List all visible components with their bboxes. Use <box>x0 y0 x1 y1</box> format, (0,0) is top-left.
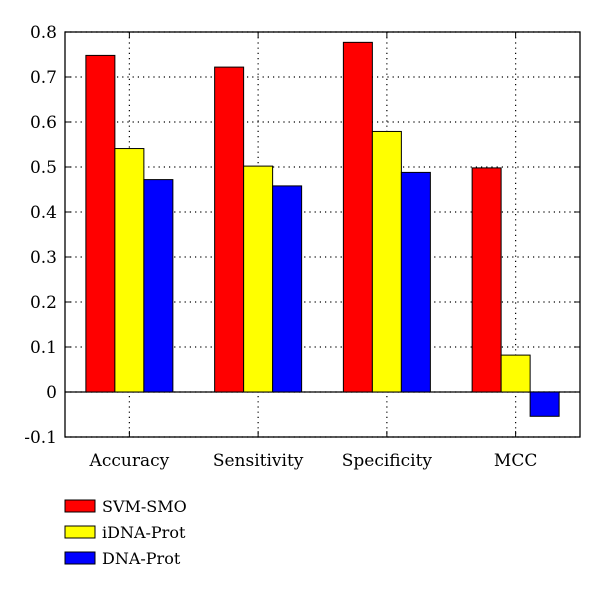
bar-dna-prot-sensitivity <box>272 185 303 393</box>
bar-dna-prot-mcc <box>529 391 560 417</box>
x-axis-ticks: Accuracy Sensitivity Specificity MCC <box>89 32 537 471</box>
plot-frame <box>64 31 581 438</box>
bar-idna-prot-specificity <box>371 130 402 393</box>
legend-swatch-svm-smo <box>64 499 96 513</box>
legend: SVM-SMO iDNA-Prot DNA-Prot <box>64 497 187 568</box>
bars <box>85 41 560 417</box>
bar-dna-prot-specificity <box>400 171 431 393</box>
x-tick-label: Accuracy <box>89 451 170 471</box>
bar-svm-smo-specificity <box>342 41 373 393</box>
y-tick-label: 0.1 <box>30 338 57 358</box>
bar-idna-prot-mcc <box>500 354 531 393</box>
bar-svm-smo-mcc <box>471 167 502 393</box>
legend-label: DNA-Prot <box>102 549 181 568</box>
x-tick-label: Sensitivity <box>213 451 304 471</box>
bar-idna-prot-accuracy <box>114 148 145 393</box>
x-tick-label: Specificity <box>342 451 433 471</box>
legend-label: SVM-SMO <box>102 497 187 516</box>
y-tick-label: 0.7 <box>30 68 57 88</box>
y-tick-label: 0 <box>46 383 57 403</box>
legend-label: iDNA-Prot <box>102 523 186 542</box>
bar-dna-prot-accuracy <box>143 179 174 393</box>
y-tick-label: 0.6 <box>30 113 57 133</box>
y-tick-label: 0.8 <box>30 23 57 43</box>
y-tick-label: 0.2 <box>30 293 57 313</box>
y-tick-label: -0.1 <box>24 428 57 448</box>
legend-swatch-dna-prot <box>64 551 96 565</box>
bar-svm-smo-accuracy <box>85 54 116 393</box>
y-tick-label: 0.4 <box>30 203 57 223</box>
x-tick-label: MCC <box>494 451 537 471</box>
y-tick-label: 0.5 <box>30 158 57 178</box>
legend-swatch-idna-prot <box>64 525 96 539</box>
y-axis-ticks: -0.1 0 0.1 0.2 0.3 0.4 0.5 0.6 0.7 0.8 <box>24 23 580 448</box>
y-tick-label: 0.3 <box>30 248 57 268</box>
bar-svm-smo-sensitivity <box>214 66 245 393</box>
bar-idna-prot-sensitivity <box>243 165 274 393</box>
